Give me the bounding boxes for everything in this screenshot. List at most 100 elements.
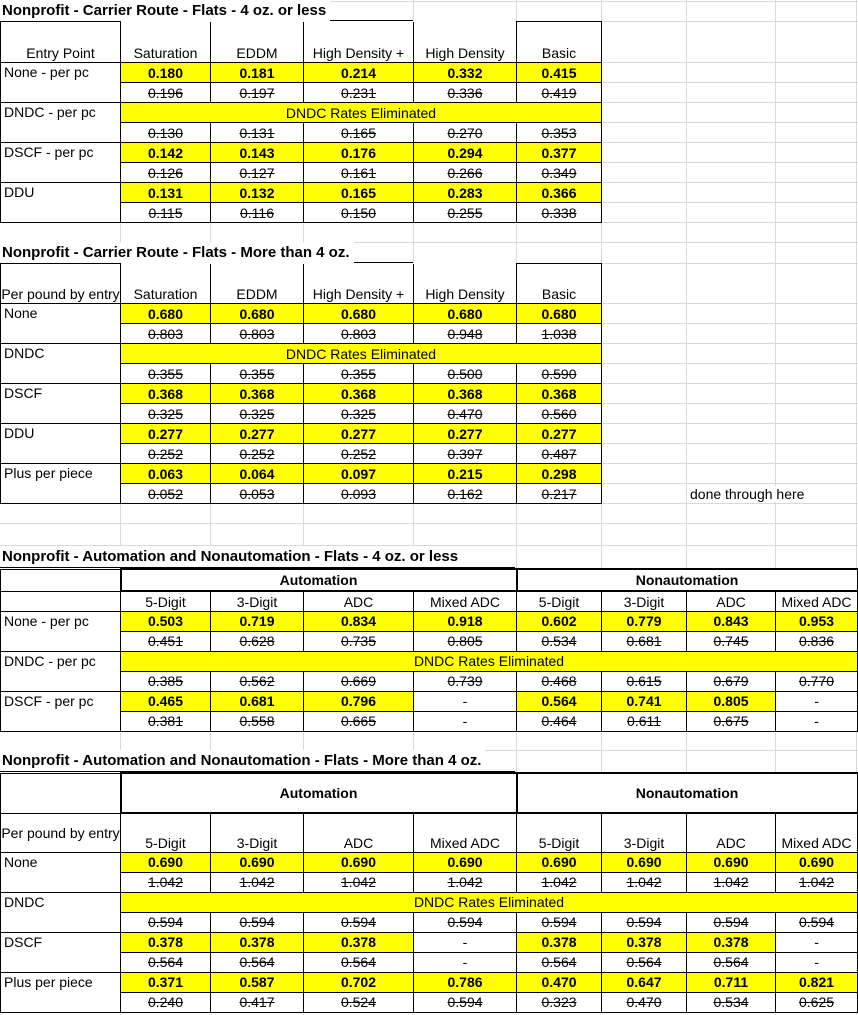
rate-cell: 0.298	[516, 463, 602, 484]
column-header: 3-Digit	[601, 812, 688, 853]
column-header: 5-Digit	[516, 812, 603, 853]
rate-cell: 0.132	[210, 182, 304, 203]
column-header: Saturation	[120, 263, 211, 304]
previous-rate-cell: 1.042	[775, 871, 858, 893]
rate-cell: 0.681	[210, 690, 304, 712]
rate-cell: 0.602	[516, 610, 603, 632]
no-rate-cell: -	[775, 690, 858, 712]
previous-rate-row: 0.325 0.325 0.325 0.470 0.560	[1, 403, 602, 424]
previous-rate-cell: 0.590	[516, 363, 602, 384]
previous-rate-cell: 0.594	[412, 911, 518, 933]
column-header: 3-Digit	[601, 590, 688, 612]
previous-rate-cell: 0.126	[120, 162, 211, 183]
previous-rate-cell: 0.385	[120, 670, 211, 692]
previous-rate-cell: 0.270	[413, 122, 517, 143]
previous-rate-cell: 0.115	[120, 202, 211, 223]
group-header: Automation	[119, 772, 518, 814]
rate-cell: 0.378	[601, 931, 688, 953]
previous-rate-cell: 0.594	[775, 911, 858, 933]
column-header: Mixed ADC	[775, 590, 858, 612]
previous-rate-cell: 0.560	[516, 403, 602, 424]
label-column-header-spacer	[0, 772, 121, 814]
previous-rate-cell: 0.628	[210, 630, 304, 652]
rate-row: DDU 0.277 0.277 0.277 0.277 0.277	[0, 423, 602, 464]
previous-rate-cell: 0.131	[210, 122, 304, 143]
column-header: High Density +	[303, 263, 414, 304]
previous-rate-cell: 0.594	[516, 911, 603, 933]
rate-cell: 0.843	[686, 610, 777, 632]
rate-table: Automation Nonautomation Per pound by entr…	[0, 772, 858, 1013]
previous-rate-cell: 0.625	[775, 991, 858, 1013]
previous-rate-cell: 0.161	[303, 162, 414, 183]
column-header: ADC	[303, 590, 414, 612]
previous-rate-cell: 1.042	[303, 871, 414, 893]
rate-cell: 0.176	[303, 142, 414, 163]
no-rate-cell: -	[412, 931, 518, 953]
rate-table: Automation Nonautomation 5-Digit 3-Digit ADC…	[0, 568, 858, 732]
previous-rate-row: 0.240 0.417 0.524 0.594 0.323 0.470 0.534 0.625	[1, 991, 858, 1013]
column-header: High Density	[413, 21, 517, 63]
gridline-vertical	[120, 0, 121, 1015]
previous-rate-cell: 0.468	[516, 670, 603, 692]
table-title-text: Nonprofit - Carrier Route - Flats - More…	[0, 242, 354, 263]
rate-row: Plus per piece 0.063 0.064 0.097 0.215 0.298	[0, 463, 602, 504]
previous-rate-cell: 0.355	[120, 363, 211, 384]
previous-rate-cell: 0.803	[210, 323, 304, 344]
row-label: None	[0, 303, 121, 344]
dndc-eliminated-banner: DNDC Rates Eliminated	[119, 650, 858, 672]
done-through-here-note: done through here	[688, 486, 807, 502]
column-header: Mixed ADC	[412, 812, 518, 853]
dndc-eliminated-banner: DNDC Rates Eliminated	[120, 343, 602, 364]
row-label: DNDC - per pc	[0, 650, 121, 692]
rate-cell: 0.821	[775, 971, 858, 993]
row-label: None - per pc	[0, 610, 121, 652]
previous-rate-cell: 0.564	[686, 951, 777, 973]
row-label: DDU	[0, 182, 121, 223]
row-label: None - per pc	[0, 62, 121, 103]
previous-rate-cell: 0.735	[303, 630, 414, 652]
previous-rate-cell: 0.948	[413, 323, 517, 344]
rate-cell: 0.415	[516, 62, 602, 83]
column-header: 3-Digit	[210, 590, 304, 612]
previous-rate-cell: 0.355	[210, 363, 304, 384]
rate-table: Per pound by entry Saturation EDDM High Den…	[0, 263, 602, 504]
rate-cell: 0.063	[120, 463, 211, 484]
previous-rate-row: 1.042 1.042 1.042 1.042 1.042 1.042 1.042 1.042	[1, 871, 858, 893]
rate-cell: 0.953	[775, 610, 858, 632]
label-column-header	[0, 590, 121, 612]
rate-cell: 0.680	[120, 303, 211, 324]
rate-cell: 0.503	[120, 610, 211, 632]
previous-rate-cell: 0.470	[601, 991, 688, 1013]
rate-cell: 0.131	[120, 182, 211, 203]
previous-rate-cell: 0.217	[516, 483, 602, 504]
rate-cell: 0.215	[413, 463, 517, 484]
rate-cell: 0.690	[303, 851, 414, 873]
column-header: 5-Digit	[120, 812, 211, 853]
previous-rate-cell: 1.038	[516, 323, 602, 344]
previous-rate-cell: 1.042	[412, 871, 518, 893]
previous-rate-row: 0.130 0.131 0.165 0.270 0.353	[1, 122, 602, 143]
group-header-row: Automation Nonautomation	[0, 772, 858, 814]
rate-cell: 0.294	[413, 142, 517, 163]
column-header: Mixed ADC	[412, 590, 518, 612]
previous-rate-cell: 0.594	[686, 911, 777, 933]
table-automation-4oz-or-less: Nonprofit - Automation and Nonautomation…	[0, 546, 858, 732]
previous-rate-cell: 0.594	[303, 911, 414, 933]
rate-cell: 0.690	[686, 851, 777, 873]
no-rate-cell: -	[775, 931, 858, 953]
rate-cell: 0.805	[686, 690, 777, 712]
previous-rate-cell: 0.325	[120, 403, 211, 424]
gridline-vertical	[210, 0, 211, 1015]
rate-cell: 0.690	[601, 851, 688, 873]
previous-rate-cell: 0.564	[601, 951, 688, 973]
column-header: ADC	[686, 812, 777, 853]
rate-table: Entry Point Saturation EDDM High Density + H…	[0, 21, 602, 223]
previous-rate-cell: 0.524	[303, 991, 414, 1013]
row-label: DNDC - per pc	[0, 102, 121, 143]
no-rate-cell: -	[412, 710, 518, 732]
previous-rate-row: 0.115 0.116 0.150 0.255 0.338	[1, 202, 602, 223]
rate-row: DSCF 0.378 0.378 0.378-0.378 0.378 0.378-	[0, 931, 858, 973]
rate-cell: 0.377	[516, 142, 602, 163]
previous-rate-row: 0.385 0.562 0.669 0.739 0.468 0.615 0.679 0.770	[1, 670, 858, 692]
column-header: 3-Digit	[210, 812, 304, 853]
